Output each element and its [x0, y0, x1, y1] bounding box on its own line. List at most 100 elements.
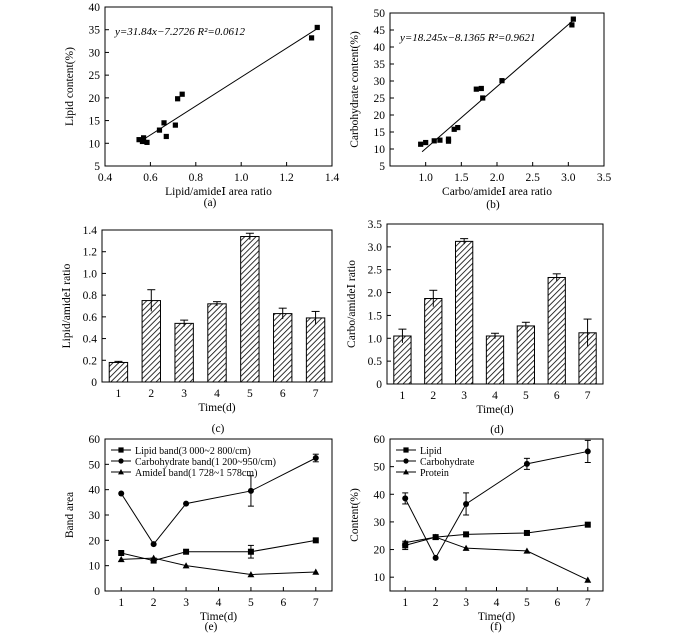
x-tick-label: 6: [554, 597, 560, 609]
bar: [207, 303, 227, 383]
legend-marker: [118, 447, 124, 453]
data-point: [312, 455, 319, 461]
x-axis-title: Carbo/amideⅠ area ratio: [442, 186, 552, 198]
x-tick-label: 1.0: [234, 172, 249, 184]
series-line: [405, 524, 588, 546]
data-point: [183, 500, 190, 507]
y-axis-title: Lipid/amideⅠ ratio: [61, 263, 73, 348]
bar: [516, 325, 535, 385]
x-tick-label: 3: [461, 390, 467, 402]
data-point: [179, 91, 185, 97]
data-point: [463, 500, 470, 507]
fit-line: [141, 26, 320, 142]
y-tick-label: 30: [89, 510, 101, 522]
data-point: [432, 533, 440, 540]
chart-panel-b: 5 10 15 20 25 30 35 40 45 50 1.0 1.5 2.0 2.5 3.0 3.5 Car…: [349, 8, 611, 211]
data-point: [570, 16, 576, 22]
x-tick-label: 2.0: [490, 172, 505, 184]
chart-panel-a: 5 10 15 20 25 30 35 40 0.4 0.6 0.8 1.0 1.2 1.4 Lipid/a…: [64, 2, 339, 209]
bar: [141, 300, 161, 383]
panel-label: (a): [204, 197, 217, 209]
y-tick-label: 0: [94, 586, 100, 598]
legend-marker: [118, 458, 124, 464]
fit-equation: y=18.245x−8.1365 R²=0.9621: [399, 32, 536, 44]
chart-panel-f: 10 20 30 40 50 60 1 2 3 4 5 6 7 Time(d) Content(%) (f) L…: [349, 434, 604, 633]
fit-equation: y=31.84x−7.2726 R²=0.0612: [114, 26, 246, 38]
x-tick-label: 2.5: [525, 172, 540, 184]
bar: [455, 240, 474, 385]
y-tick-label: 60: [89, 434, 101, 446]
data-point: [499, 78, 505, 84]
x-tick-label: 5: [524, 597, 530, 609]
legend-label: AmideⅠ band(1 728~1 578cm): [135, 468, 257, 479]
y-tick-label: 35: [374, 59, 386, 71]
x-tick-label: 7: [313, 388, 319, 400]
y-tick-label: 1.0: [368, 333, 383, 345]
data-point: [584, 448, 591, 455]
data-point: [418, 141, 424, 147]
data-point: [117, 555, 125, 563]
legend-label: Carbohydrate band(1 200~950/cm): [135, 457, 276, 468]
chart-panel-d: 0 0.5 1.0 1.5 2.0 2.5 3.0 3.5 1 2 3 4 5 6 7 Time(d) Carb…: [346, 219, 604, 436]
y-tick-label: 45: [374, 25, 386, 37]
x-tick-label: 2: [430, 390, 436, 402]
bar: [305, 317, 326, 383]
x-tick-label: 5: [248, 597, 254, 609]
data-point: [175, 96, 181, 102]
y-tick-label: 1.4: [83, 225, 98, 237]
data-point: [118, 490, 125, 497]
fit-line: [421, 17, 576, 153]
y-tick-label: 15: [374, 127, 386, 139]
x-axis-title: Time(d): [478, 611, 515, 623]
y-tick-label: 10: [89, 138, 101, 150]
y-tick-label: 35: [89, 25, 101, 37]
bar: [174, 322, 194, 383]
data-point: [140, 135, 147, 141]
data-point: [312, 537, 319, 544]
data-point: [136, 137, 142, 143]
bar: [547, 276, 566, 385]
y-tick-label: 25: [89, 70, 101, 82]
bar: [393, 335, 412, 385]
x-tick-label: 1.0: [418, 172, 433, 184]
data-point: [423, 139, 429, 146]
x-tick-label: 2: [433, 597, 439, 609]
x-tick-label: 5: [523, 390, 529, 402]
y-tick-label: 0.6: [83, 312, 98, 324]
data-point: [569, 22, 575, 28]
plot-frame: [104, 6, 333, 167]
data-point: [401, 539, 409, 546]
x-tick-label: 4: [494, 597, 500, 609]
chart-panel-c: 0 0.2 0.4 0.6 0.8 1.0 1.2 1.4 1 2 3 4 5 6 7 Time(d) Lipi…: [61, 225, 333, 435]
y-axis-title: Lipid content(%): [64, 47, 76, 126]
x-tick-label: 7: [585, 597, 591, 609]
y-tick-label: 0.5: [368, 356, 383, 368]
x-tick-label: 4: [492, 390, 498, 402]
x-tick-label: 2: [148, 388, 154, 400]
y-tick-label: 1.2: [83, 247, 98, 259]
y-tick-label: 5: [94, 161, 100, 173]
x-tick-label: 6: [280, 388, 286, 400]
x-tick-label: 1.4: [325, 172, 340, 184]
y-tick-label: 10: [89, 561, 101, 573]
bar: [485, 335, 505, 385]
x-tick-label: 1.2: [279, 172, 294, 184]
data-point: [183, 548, 190, 555]
series-line: [121, 539, 316, 562]
x-tick-label: 3: [463, 597, 469, 609]
x-tick-label: 1: [116, 388, 122, 400]
data-point: [402, 495, 409, 502]
x-tick-label: 3: [181, 388, 187, 400]
legend-label: Protein: [420, 468, 449, 479]
x-tick-label: 6: [280, 597, 286, 609]
panel-label: (f): [490, 621, 502, 633]
x-tick-label: 0.6: [143, 172, 158, 184]
data-point: [523, 529, 530, 536]
legend-marker: [403, 458, 409, 464]
y-tick-label: 3.5: [368, 219, 383, 231]
data-point: [172, 122, 178, 128]
x-tick-label: 7: [585, 390, 591, 402]
y-tick-label: 60: [374, 434, 386, 446]
panel-label: (c): [212, 423, 225, 435]
x-axis-title: Time(d): [476, 404, 513, 416]
